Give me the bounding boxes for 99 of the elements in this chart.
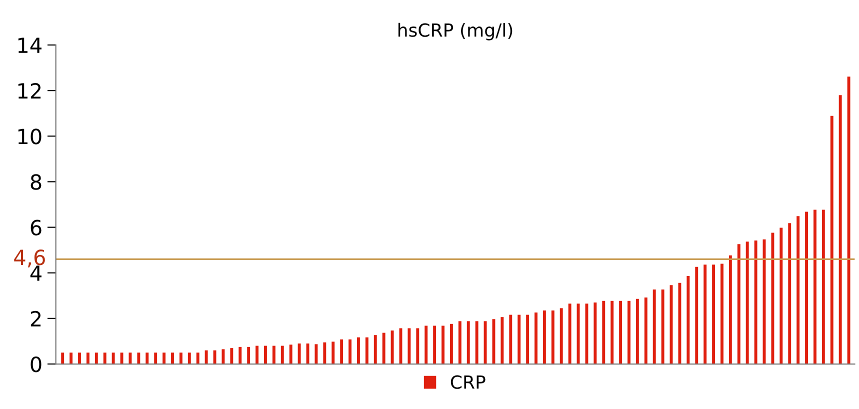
bar — [70, 352, 73, 364]
bar — [704, 264, 707, 364]
bar — [805, 212, 808, 364]
bar — [256, 346, 259, 364]
bar — [475, 321, 478, 364]
bar — [230, 348, 234, 364]
bar — [112, 352, 115, 364]
bar — [484, 321, 487, 364]
bar — [390, 330, 394, 364]
y-tick-label: 2 — [30, 310, 41, 326]
bar — [728, 255, 732, 364]
bar — [534, 312, 538, 364]
bar — [323, 342, 326, 364]
legend-label: CRP — [450, 375, 486, 389]
bar — [416, 328, 420, 364]
bar — [526, 314, 530, 364]
bar — [408, 328, 411, 364]
bar — [652, 289, 656, 364]
bar — [576, 304, 580, 364]
bar — [94, 352, 98, 364]
bar — [830, 116, 834, 364]
bar — [146, 352, 149, 364]
bar — [813, 210, 816, 364]
bar — [222, 349, 225, 364]
bar — [442, 326, 444, 364]
bar — [686, 276, 690, 364]
bar — [332, 342, 335, 364]
bar — [314, 344, 318, 364]
y-tick-label: 12 — [18, 83, 41, 98]
y-tick-label: 14 — [18, 38, 42, 53]
bar — [154, 352, 158, 364]
bar — [847, 76, 850, 364]
bar — [551, 310, 554, 364]
bar — [771, 232, 774, 364]
bar — [120, 352, 124, 364]
bar — [86, 352, 90, 364]
bar — [644, 297, 648, 364]
bar — [796, 216, 800, 364]
bar — [737, 244, 740, 364]
bar — [542, 310, 546, 364]
bar — [247, 346, 250, 364]
bar — [382, 332, 386, 364]
bar — [518, 314, 521, 364]
bar — [289, 344, 292, 364]
bar — [594, 302, 597, 364]
bar — [458, 321, 462, 364]
y-tick-label: 0 — [30, 356, 42, 372]
bar — [628, 300, 630, 364]
bar — [822, 210, 825, 364]
bar — [179, 352, 182, 364]
bar — [298, 344, 301, 364]
bar — [272, 346, 276, 364]
bar — [450, 324, 453, 364]
bar — [433, 326, 436, 364]
chart-title: hsCRP (mg/l) — [398, 22, 512, 40]
bar — [712, 264, 716, 364]
bar — [661, 289, 664, 364]
bar — [746, 242, 749, 364]
bar — [238, 346, 242, 364]
bar — [340, 339, 344, 364]
bar — [788, 223, 792, 364]
bar — [374, 335, 377, 364]
bar — [280, 346, 284, 364]
bar — [509, 314, 512, 364]
bar — [162, 352, 166, 364]
y-tick-label: 6 — [30, 220, 42, 236]
ref-line-label: 4,6 — [14, 249, 45, 268]
bar — [585, 304, 588, 364]
bar — [560, 308, 563, 364]
bar — [466, 321, 470, 364]
bar — [61, 352, 64, 364]
bar — [137, 352, 140, 364]
bar — [264, 346, 267, 364]
bar — [196, 352, 200, 364]
bar — [424, 326, 428, 364]
bar — [78, 352, 81, 364]
bar — [128, 352, 132, 364]
bar — [678, 282, 682, 364]
bar — [610, 300, 614, 364]
bar — [204, 350, 208, 364]
bar — [695, 266, 698, 364]
bar — [838, 95, 842, 364]
y-tick-label: 8 — [30, 174, 42, 190]
bar — [636, 298, 639, 364]
bar — [188, 352, 191, 364]
bar — [348, 339, 352, 364]
bar — [365, 337, 368, 364]
bar — [780, 228, 783, 364]
y-tick-label: 10 — [18, 128, 42, 144]
bar — [754, 240, 758, 364]
bar — [619, 300, 622, 364]
bar — [103, 352, 106, 364]
bar — [568, 304, 572, 364]
bar — [171, 352, 174, 364]
bar — [356, 337, 360, 364]
bar — [602, 300, 606, 364]
y-tick-label: 4 — [30, 266, 42, 281]
bar — [720, 264, 724, 364]
bar — [500, 317, 504, 364]
